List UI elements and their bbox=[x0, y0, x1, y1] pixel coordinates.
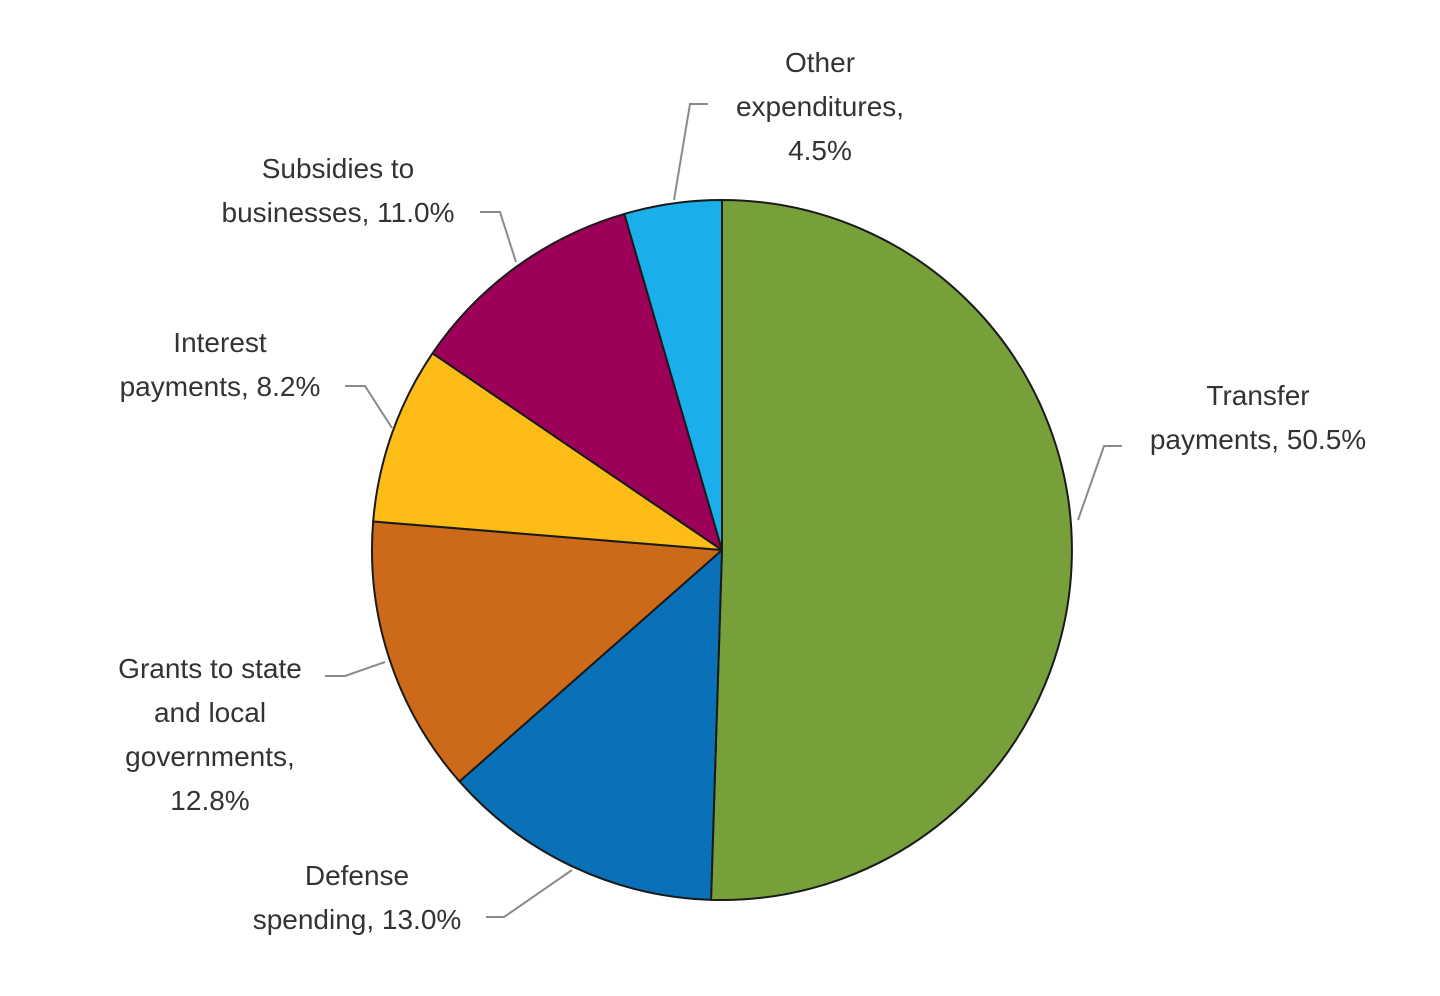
slice-label-line: Subsidies to bbox=[262, 153, 415, 184]
pie-slice-other-expenditures bbox=[623, 199, 723, 551]
leader-line-transfer-payments bbox=[1077, 445, 1122, 521]
slice-label-transfer-payments: Transfer payments, 50.5% bbox=[1150, 380, 1366, 455]
slice-label-line: payments, 8.2% bbox=[120, 371, 321, 402]
slice-label-line: payments, 50.5% bbox=[1150, 424, 1366, 455]
pie-slice-defense-spending bbox=[458, 549, 723, 901]
leader-line-other-expenditures bbox=[673, 103, 708, 201]
pie-slice-transfer-payments bbox=[710, 199, 1073, 901]
slice-label-line: and local bbox=[154, 697, 266, 728]
slice-label-interest-payments: Interest payments, 8.2% bbox=[120, 327, 321, 402]
leader-line-grants-to-state-and-local-governments bbox=[325, 661, 386, 677]
slice-labels: Transfer payments, 50.5% Defense spending, … bbox=[118, 47, 1366, 935]
leader-lines bbox=[325, 103, 1122, 918]
slice-label-subsidies-to-businesses: Subsidies to businesses, 11.0% bbox=[222, 153, 455, 228]
slice-label-line: Defense bbox=[305, 860, 409, 891]
slice-label-line: 12.8% bbox=[170, 785, 249, 816]
pie-slice-interest-payments bbox=[372, 352, 723, 551]
slice-label-line: spending, 13.0% bbox=[253, 904, 462, 935]
slice-label-line: governments, bbox=[125, 741, 295, 772]
slice-label-line: Transfer bbox=[1206, 380, 1309, 411]
slice-label-other-expenditures: Other expenditures, 4.5% bbox=[736, 47, 904, 166]
pie-slices bbox=[371, 199, 1073, 901]
slice-label-line: Grants to state bbox=[118, 653, 302, 684]
slice-label-grants-to-state-and-local-governments: Grants to state and local governments, 12.8… bbox=[118, 653, 302, 816]
slice-label-line: 4.5% bbox=[788, 135, 852, 166]
leader-line-interest-payments bbox=[345, 385, 393, 429]
slice-label-line: businesses, 11.0% bbox=[222, 197, 455, 228]
slice-label-line: Interest bbox=[173, 327, 267, 358]
slice-label-defense-spending: Defense spending, 13.0% bbox=[253, 860, 462, 935]
slice-label-line: expenditures, bbox=[736, 91, 904, 122]
leader-line-defense-spending bbox=[486, 869, 573, 918]
slice-label-line: Other bbox=[785, 47, 855, 78]
leader-line-subsidies-to-businesses bbox=[480, 211, 517, 263]
pie-slice-grants-to-state-and-local-governments bbox=[371, 520, 723, 783]
pie-slice-subsidies-to-businesses bbox=[431, 212, 723, 551]
